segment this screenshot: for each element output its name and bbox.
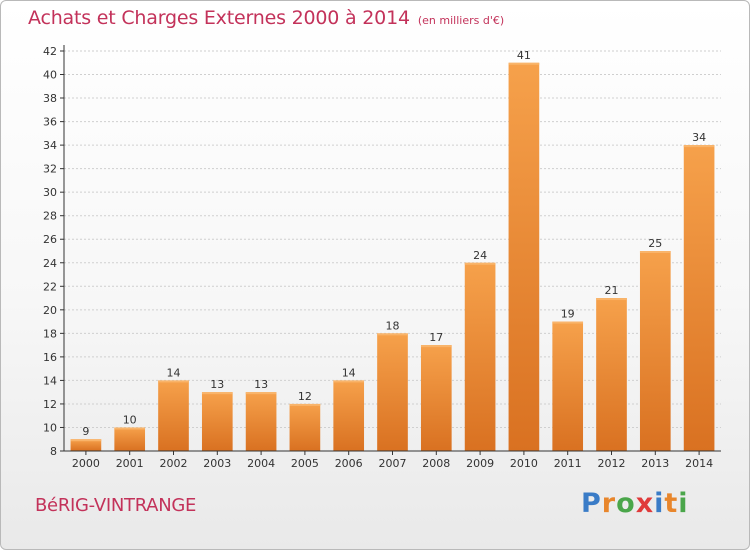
bar-2009: [464, 262, 496, 451]
x-tick-label: 2006: [335, 457, 363, 470]
y-tick-label: 36: [43, 116, 57, 129]
data-label: 10: [123, 413, 137, 426]
data-label: 34: [692, 131, 706, 144]
bar-highlight: [70, 439, 102, 442]
axes: 8 10 12 14 16 18 20 22 24 26 28 30 32 34 36 38 40 42 2000 2…: [43, 45, 721, 470]
bar-highlight: [596, 298, 627, 301]
x-tick-label: 2007: [379, 457, 407, 470]
data-label: 25: [648, 237, 662, 250]
x-tick-label: 2009: [466, 457, 494, 470]
bar-highlight: [508, 62, 540, 65]
x-tick-label: 2004: [247, 457, 275, 470]
bar-2000: [70, 439, 102, 451]
y-tick-label: 26: [43, 233, 57, 246]
data-label: 14: [167, 366, 181, 379]
bar-2013: [639, 251, 671, 451]
y-tick-label: 10: [43, 421, 57, 434]
x-tick-label: 2002: [160, 457, 188, 470]
x-tick-label: 2011: [554, 457, 582, 470]
x-tick-label: 2012: [598, 457, 626, 470]
y-tick-label: 30: [43, 186, 57, 199]
town-name: BéRIG-VINTRANGE: [35, 495, 197, 516]
y-tick-label: 38: [43, 92, 57, 105]
data-label: 18: [386, 319, 400, 332]
bar-highlight: [201, 392, 233, 395]
y-tick-label: 20: [43, 304, 57, 317]
bar-2008: [420, 345, 452, 451]
bar-2010: [508, 62, 540, 451]
bar-highlight: [333, 380, 365, 383]
y-tick-label: 40: [43, 69, 57, 82]
y-tick-label: 42: [43, 45, 57, 58]
data-label: 9: [82, 425, 89, 438]
data-label: 21: [605, 284, 619, 297]
bar-highlight: [158, 380, 189, 383]
bars: 9 10 14 13 13 12 14 18 17 24 41 19 21 25 34: [70, 49, 715, 451]
y-tick-label: 34: [43, 139, 57, 152]
logo-letter: o: [616, 488, 636, 519]
data-label: 12: [298, 390, 312, 403]
chart-title: Achats et Charges Externes 2000 à 2014 (e…: [28, 7, 504, 29]
y-tick-label: 28: [43, 210, 57, 223]
logo-letter: P: [581, 488, 602, 519]
proxiti-logo[interactable]: Proxiti: [581, 488, 689, 519]
bar-2001: [114, 427, 146, 451]
logo-letter: r: [601, 488, 617, 519]
logo-letter: i: [678, 488, 689, 519]
y-tick-label: 32: [43, 163, 57, 176]
bar-2012: [596, 298, 627, 451]
bar-2004: [245, 392, 277, 451]
bar-2005: [289, 403, 321, 451]
data-label: 24: [473, 249, 487, 262]
bar-highlight: [377, 333, 408, 336]
y-tick-label: 24: [43, 257, 57, 270]
logo-letter: i: [654, 488, 665, 519]
x-tick-label: 2014: [685, 457, 713, 470]
x-tick-label: 2003: [203, 457, 231, 470]
y-tick-label: 22: [43, 280, 57, 293]
data-label: 19: [561, 308, 575, 321]
x-tick-label: 2008: [422, 457, 450, 470]
bar-highlight: [420, 345, 452, 348]
x-tick-label: 2013: [641, 457, 669, 470]
data-label: 13: [254, 378, 268, 391]
bar-highlight: [464, 262, 496, 265]
bar-highlight: [114, 427, 146, 430]
x-tick-label: 2001: [116, 457, 144, 470]
logo-letter: x: [635, 488, 655, 519]
bar-2003: [201, 392, 233, 451]
x-tick-label: 2010: [510, 457, 538, 470]
bar-highlight: [639, 251, 671, 253]
data-label: 17: [429, 331, 443, 344]
x-tick-label: 2000: [72, 457, 100, 470]
data-label: 14: [342, 366, 356, 379]
y-tick-label: 14: [43, 374, 57, 387]
chart-unit: (en milliers d'€): [417, 14, 505, 27]
bar-2002: [158, 380, 189, 451]
bar-2011: [552, 321, 584, 451]
bar-highlight: [552, 321, 584, 324]
bar-highlight: [245, 392, 277, 395]
bar-2007: [377, 333, 408, 451]
data-label: 41: [517, 49, 531, 62]
logo-letter: t: [664, 488, 679, 519]
chart-title-text: Achats et Charges Externes 2000 à 2014: [28, 7, 410, 29]
y-tick-label: 12: [43, 398, 57, 411]
x-tick-label: 2005: [291, 457, 319, 470]
bar-highlight: [289, 403, 321, 406]
bar-highlight: [683, 145, 715, 148]
bar-2006: [333, 380, 365, 451]
y-tick-label: 18: [43, 327, 57, 340]
bar-2014: [683, 145, 715, 451]
data-label: 13: [210, 378, 224, 391]
y-tick-label: 16: [43, 351, 57, 364]
y-tick-label: 8: [50, 445, 57, 458]
